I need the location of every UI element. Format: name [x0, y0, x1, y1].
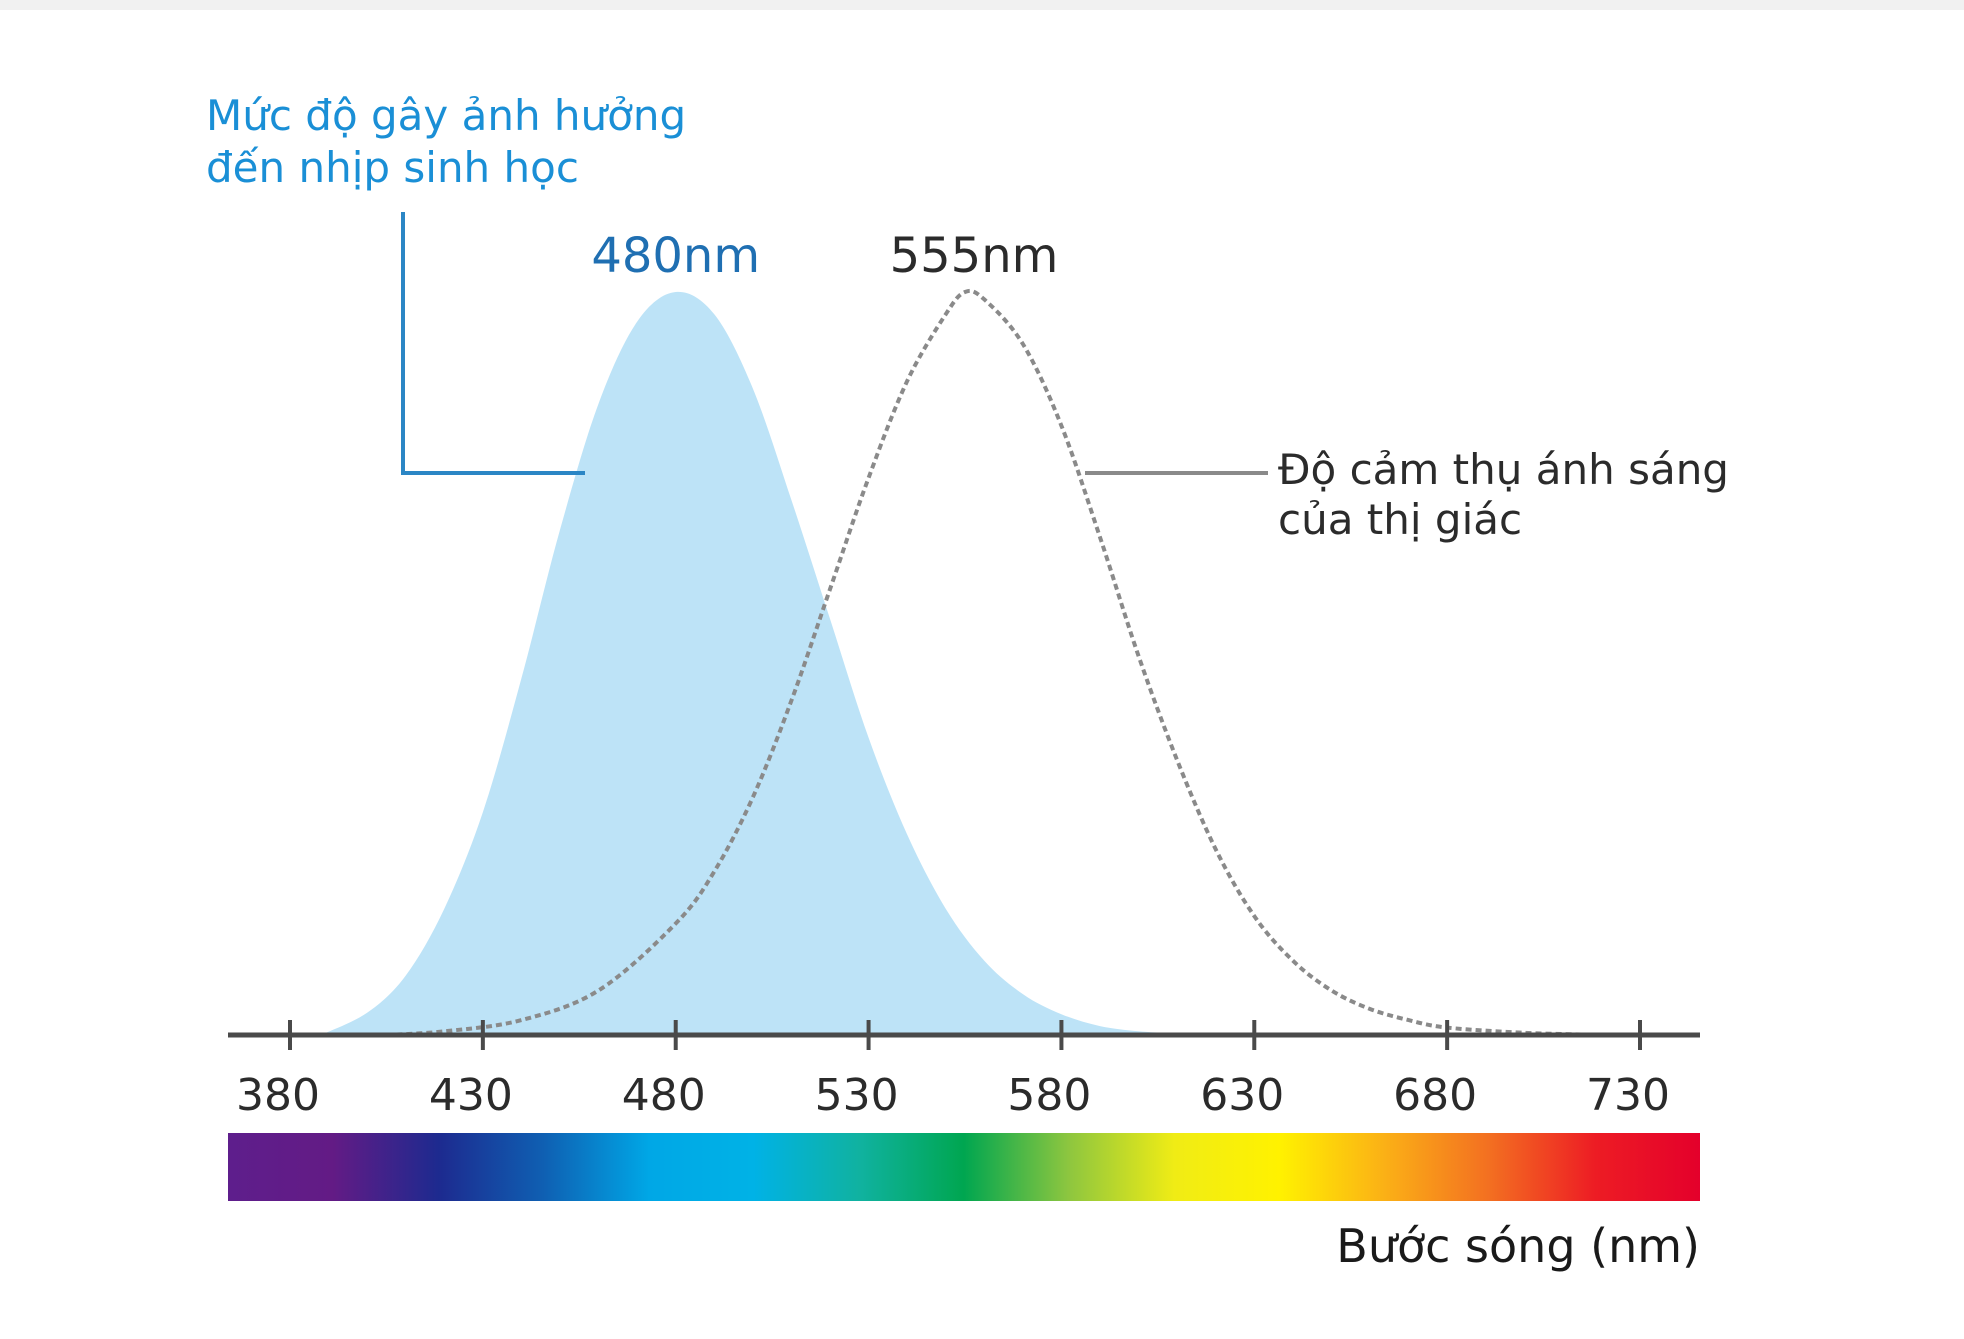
- x-tick-label: 380: [236, 1070, 320, 1121]
- x-tick-label: 630: [1200, 1070, 1284, 1121]
- x-tick-label: 480: [622, 1070, 706, 1121]
- x-tick-label: 430: [429, 1070, 513, 1121]
- visual-label-line: của thị giác: [1278, 495, 1522, 544]
- spectrum-bar: [228, 1133, 1700, 1201]
- circadian-leader-line: [401, 212, 585, 475]
- visual-sensitivity-line: [386, 288, 1602, 1037]
- x-tick-label: 530: [815, 1070, 899, 1121]
- circadian-label-line: đến nhịp sinh học: [206, 143, 579, 192]
- x-tick-label: 580: [1007, 1070, 1091, 1121]
- circadian-label: Mức độ gây ảnh hưởng đến nhịp sinh học: [206, 91, 686, 192]
- x-axis-title: Bước sóng (nm): [1336, 1219, 1700, 1273]
- top-strip: [0, 0, 1964, 10]
- circadian-label-line: Mức độ gây ảnh hưởng: [206, 91, 686, 140]
- visual-label-line: Độ cảm thụ ánh sáng: [1278, 445, 1729, 494]
- x-tick-label: 680: [1393, 1070, 1477, 1121]
- visual-peak-label: 555nm: [890, 228, 1059, 284]
- circadian-area: [320, 291, 1216, 1035]
- visual-label: Độ cảm thụ ánh sáng của thị giác: [1278, 445, 1729, 544]
- x-tick-label: 730: [1586, 1070, 1670, 1121]
- circadian-peak-label: 480nm: [591, 228, 760, 284]
